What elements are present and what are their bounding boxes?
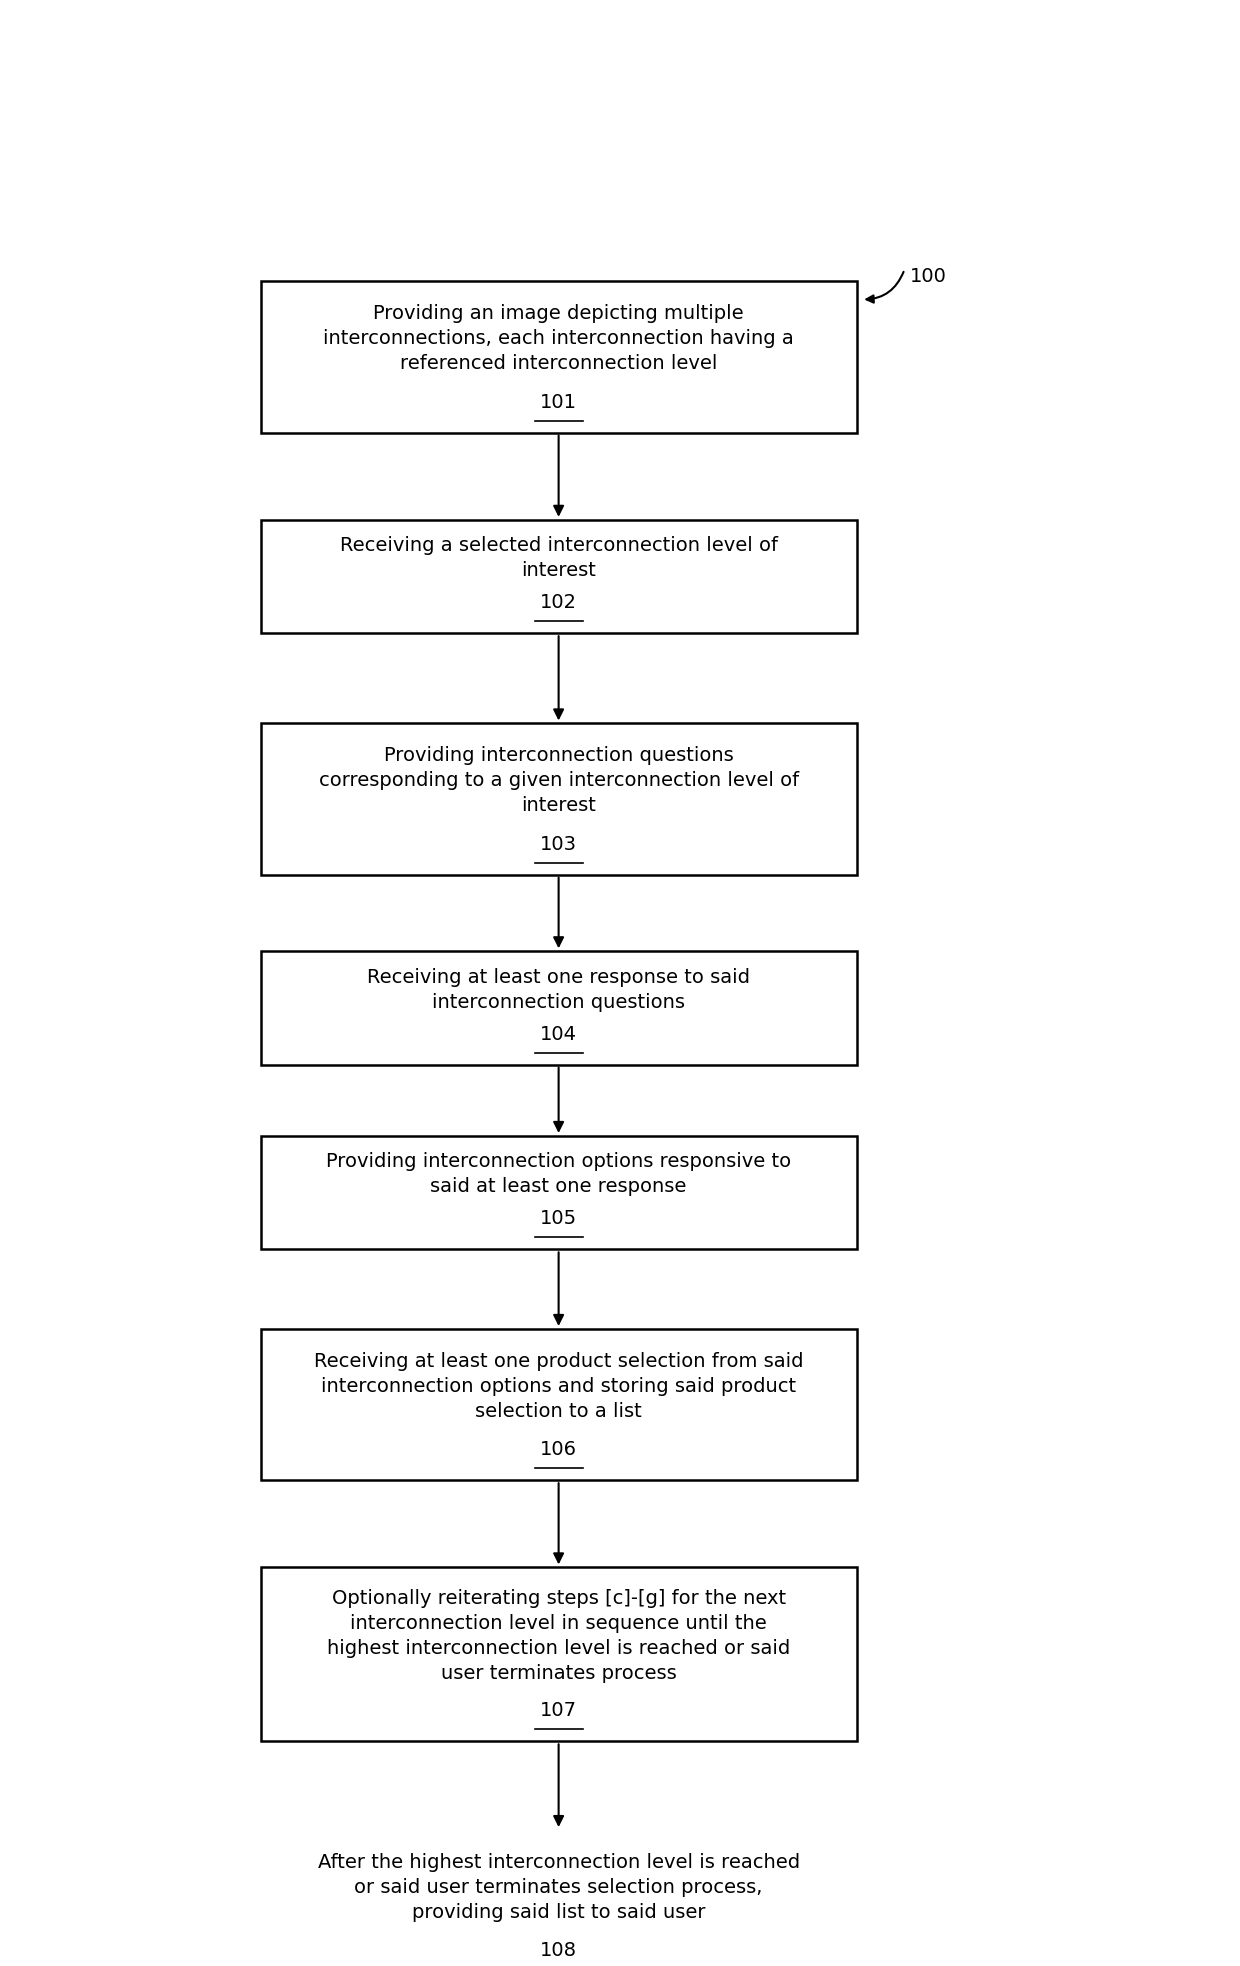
FancyBboxPatch shape: [260, 1329, 857, 1480]
Text: Providing interconnection options responsive to
said at least one response: Providing interconnection options respon…: [326, 1152, 791, 1197]
Text: 106: 106: [541, 1439, 577, 1459]
Text: Receiving a selected interconnection level of
interest: Receiving a selected interconnection lev…: [340, 537, 777, 580]
Text: Providing an image depicting multiple
interconnections, each interconnection hav: Providing an image depicting multiple in…: [324, 305, 794, 374]
Text: 102: 102: [541, 594, 577, 611]
FancyBboxPatch shape: [260, 1136, 857, 1250]
FancyBboxPatch shape: [260, 281, 857, 433]
Text: After the highest interconnection level is reached
or said user terminates selec: After the highest interconnection level …: [317, 1854, 800, 1923]
Text: 103: 103: [541, 834, 577, 853]
Text: 107: 107: [541, 1701, 577, 1720]
Text: 105: 105: [541, 1209, 577, 1229]
Text: Optionally reiterating steps [c]-[g] for the next
interconnection level in seque: Optionally reiterating steps [c]-[g] for…: [327, 1589, 790, 1683]
Text: 104: 104: [541, 1024, 577, 1044]
FancyBboxPatch shape: [260, 519, 857, 633]
Text: Providing interconnection questions
corresponding to a given interconnection lev: Providing interconnection questions corr…: [319, 747, 799, 816]
FancyBboxPatch shape: [260, 1830, 857, 1966]
FancyBboxPatch shape: [260, 723, 857, 875]
Text: 100: 100: [909, 267, 946, 287]
FancyBboxPatch shape: [260, 1567, 857, 1742]
Text: Receiving at least one response to said
interconnection questions: Receiving at least one response to said …: [367, 967, 750, 1012]
Text: 108: 108: [541, 1940, 577, 1960]
Text: Receiving at least one product selection from said
interconnection options and s: Receiving at least one product selection…: [314, 1353, 804, 1421]
FancyBboxPatch shape: [260, 952, 857, 1066]
Text: 101: 101: [541, 393, 577, 411]
